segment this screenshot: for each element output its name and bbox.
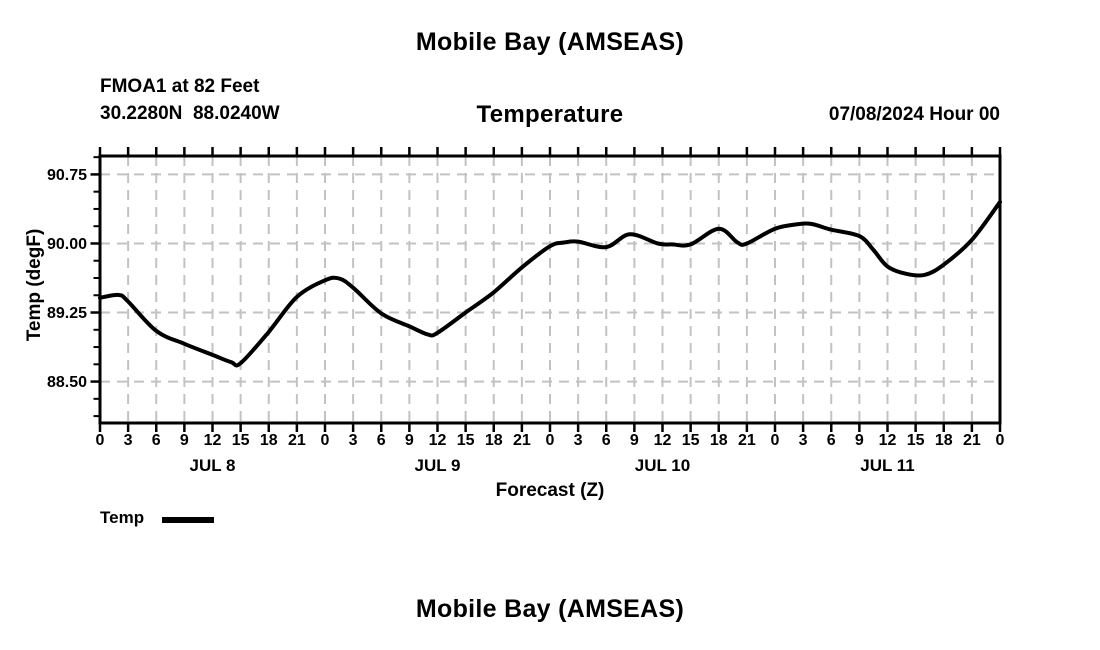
x-tick-label: 18 bbox=[260, 432, 278, 449]
page-title: Mobile Bay (AMSEAS) bbox=[415, 28, 685, 56]
x-axis-day-label: JUL 10 bbox=[635, 456, 690, 475]
x-axis-day-label: JUL 8 bbox=[190, 456, 236, 475]
x-tick-label: 0 bbox=[96, 432, 105, 449]
x-tick-label: 15 bbox=[682, 432, 700, 449]
x-tick-label: 12 bbox=[429, 432, 447, 449]
x-tick-label: 6 bbox=[152, 432, 161, 449]
plot-border bbox=[98, 154, 1002, 425]
x-tick-label: 12 bbox=[654, 432, 672, 449]
x-tick-label: 21 bbox=[288, 432, 306, 449]
x-tick-label: 18 bbox=[485, 432, 503, 449]
x-tick-label: 6 bbox=[602, 432, 611, 449]
x-tick-label: 3 bbox=[799, 432, 808, 449]
x-axis-day-label: JUL 9 bbox=[415, 456, 461, 475]
x-tick-label: 12 bbox=[879, 432, 897, 449]
station-name: FMOA1 at 82 Feet bbox=[100, 76, 260, 97]
x-tick-label: 0 bbox=[771, 432, 780, 449]
x-tick-label: 9 bbox=[180, 432, 189, 449]
x-tick-label: 9 bbox=[630, 432, 639, 449]
x-tick-label: 0 bbox=[321, 432, 330, 449]
chart-title: Temperature bbox=[476, 101, 624, 128]
x-tick-label: 21 bbox=[738, 432, 756, 449]
x-tick-label: 9 bbox=[855, 432, 864, 449]
x-tick-label: 0 bbox=[546, 432, 555, 449]
x-tick-label: 6 bbox=[827, 432, 836, 449]
next-page-title: Mobile Bay (AMSEAS) bbox=[415, 595, 685, 623]
x-tick-label: 3 bbox=[349, 432, 358, 449]
x-tick-label: 18 bbox=[935, 432, 953, 449]
model-run-datetime: 07/08/2024 Hour 00 bbox=[828, 104, 1000, 125]
x-axis-day-label: JUL 11 bbox=[860, 456, 915, 475]
x-tick-label: 9 bbox=[405, 432, 414, 449]
x-tick-label: 15 bbox=[232, 432, 250, 449]
station-coordinates: 30.2280N 88.0240W bbox=[100, 103, 280, 124]
y-tick-label: 88.50 bbox=[47, 374, 87, 391]
x-tick-label: 18 bbox=[710, 432, 728, 449]
y-tick-label: 89.25 bbox=[47, 305, 87, 322]
y-axis-title: Temp (degF) bbox=[24, 229, 45, 342]
legend-line-swatch bbox=[162, 517, 214, 523]
x-tick-label: 21 bbox=[513, 432, 531, 449]
x-tick-label: 0 bbox=[996, 432, 1005, 449]
x-tick-label: 15 bbox=[907, 432, 925, 449]
x-tick-label: 21 bbox=[963, 432, 981, 449]
y-tick-label: 90.75 bbox=[47, 167, 87, 184]
x-tick-label: 6 bbox=[377, 432, 386, 449]
legend-series-label: Temp bbox=[100, 508, 145, 527]
y-tick-label: 90.00 bbox=[47, 236, 87, 253]
x-tick-label: 3 bbox=[574, 432, 583, 449]
x-tick-label: 15 bbox=[457, 432, 475, 449]
x-tick-label: 3 bbox=[124, 432, 133, 449]
x-axis-title: Forecast (Z) bbox=[495, 480, 605, 501]
x-tick-label: 12 bbox=[204, 432, 222, 449]
temp-series-line bbox=[98, 200, 1002, 368]
